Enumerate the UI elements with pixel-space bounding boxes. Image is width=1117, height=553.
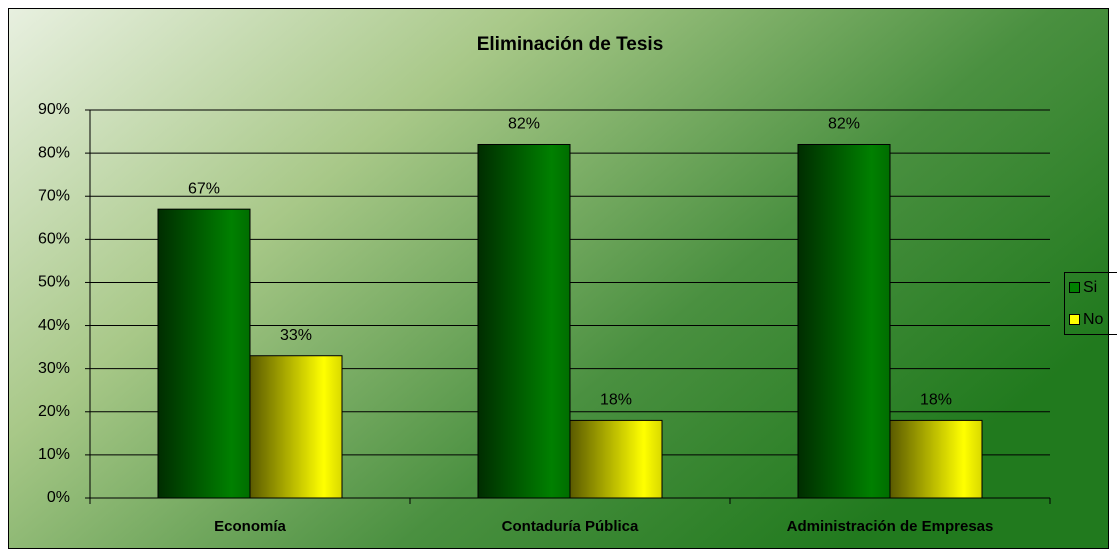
data-label: 33% [280, 327, 312, 344]
legend-swatch [1069, 314, 1080, 325]
bar-shade [890, 420, 982, 498]
bar-shade [570, 420, 662, 498]
y-tick-label: 30% [38, 360, 70, 377]
bar-shade [158, 209, 250, 498]
data-label: 18% [600, 392, 632, 409]
y-tick-label: 60% [38, 231, 70, 248]
legend-label: No [1083, 311, 1104, 328]
legend-swatch [1069, 282, 1080, 293]
y-tick-label: 0% [47, 489, 70, 506]
legend-box [1064, 272, 1117, 335]
x-tick-label: Administración de Empresas [787, 518, 994, 535]
chart-title: Eliminación de Tesis [477, 34, 664, 55]
bar-shade [478, 144, 570, 498]
y-tick-label: 90% [38, 101, 70, 118]
y-tick-label: 40% [38, 317, 70, 334]
bar-shade [250, 355, 342, 498]
y-tick-label: 10% [38, 446, 70, 463]
data-label: 18% [920, 392, 952, 409]
x-tick-label: Economía [214, 518, 286, 535]
y-tick-label: 50% [38, 274, 70, 291]
data-label: 82% [828, 116, 860, 133]
y-tick-label: 70% [38, 187, 70, 204]
data-label: 82% [508, 116, 540, 133]
y-tick-label: 20% [38, 403, 70, 420]
y-tick-label: 80% [38, 144, 70, 161]
x-tick-label: Contaduría Pública [502, 518, 639, 535]
data-label: 67% [188, 180, 220, 197]
bar-shade [798, 144, 890, 498]
legend-label: Si [1083, 279, 1097, 296]
